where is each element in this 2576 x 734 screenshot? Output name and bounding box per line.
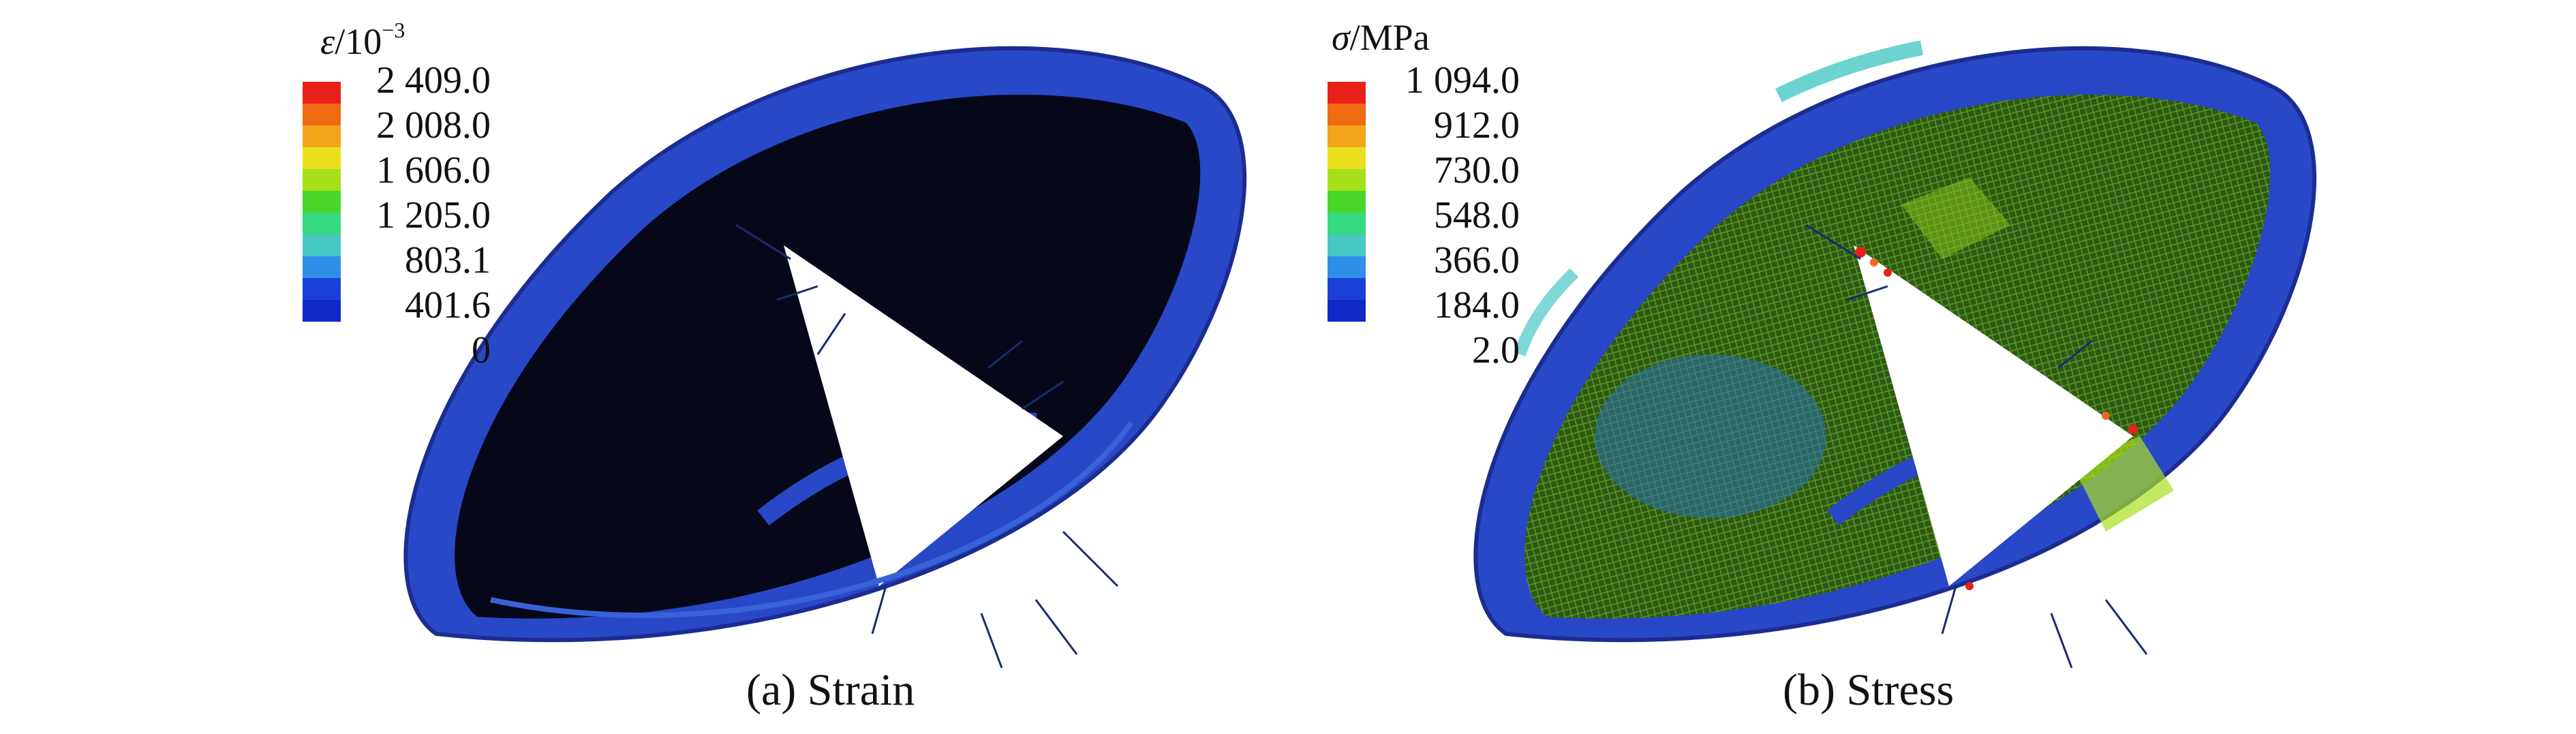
legend-label: 2.0: [1472, 329, 1520, 371]
legend-swatch: [303, 278, 341, 300]
legend-label: 803.1: [405, 239, 491, 281]
legend-swatch: [1328, 234, 1366, 256]
legend-swatch: [1328, 125, 1366, 147]
legend-swatch: [303, 169, 341, 191]
stress-panel: σ/MPa 1 094.0 912.0 730.0 548.0 366.0 18…: [1288, 0, 2576, 734]
panel-caption: (b) Stress: [1783, 665, 1954, 715]
legend-colorbar: [1328, 82, 1366, 322]
legend-title: ε/10−3: [320, 19, 405, 60]
legend-swatch: [1328, 104, 1366, 125]
legend-swatch: [1328, 278, 1366, 300]
legend-swatch: [1328, 256, 1366, 278]
legend-label: 912.0: [1434, 104, 1520, 147]
legend-label: 1 606.0: [376, 149, 491, 192]
legend-swatch: [303, 104, 341, 125]
legend-label: 401.6: [405, 284, 491, 326]
legend-labels: 1 094.0 912.0 730.0 548.0 366.0 184.0 2.…: [1343, 58, 1520, 373]
legend-label: 1 205.0: [376, 194, 491, 236]
legend-label: 730.0: [1434, 149, 1520, 192]
strain-fem-model: [403, 46, 1247, 669]
legend-label: 0: [472, 329, 491, 371]
strain-panel: ε/10−3 2 409.0 2 008.0 1 606.0 1 205.0 8…: [303, 19, 1247, 715]
legend-swatch: [303, 82, 341, 104]
legend-swatch: [303, 234, 341, 256]
legend-swatch: [1328, 213, 1366, 234]
legend-swatch: [303, 147, 341, 169]
legend-label: 2 008.0: [376, 104, 491, 147]
legend-swatch: [303, 213, 341, 234]
legend-symbol: ε: [320, 21, 335, 62]
legend-swatch: [1328, 191, 1366, 213]
legend-unit: /MPa: [1349, 17, 1430, 58]
legend-symbol: σ: [1332, 17, 1350, 58]
legend-swatch: [303, 191, 341, 213]
legend-label: 1 094.0: [1405, 59, 1520, 102]
legend-colorbar: [303, 82, 341, 322]
legend-title: σ/MPa: [1332, 19, 1430, 56]
legend-swatch: [1328, 82, 1366, 104]
legend-labels: 2 409.0 2 008.0 1 606.0 1 205.0 803.1 40…: [313, 58, 491, 373]
legend-unit: /10: [335, 21, 382, 62]
legend-swatch: [303, 256, 341, 278]
panel-caption: (a) Strain: [746, 665, 915, 715]
legend-swatch: [1328, 300, 1366, 322]
legend-swatch: [1328, 169, 1366, 191]
legend-label: 366.0: [1434, 239, 1520, 281]
legend-swatch: [303, 300, 341, 322]
legend-label: 548.0: [1434, 194, 1520, 236]
legend-exponent: −3: [382, 18, 405, 42]
legend-swatch: [1328, 147, 1366, 169]
legend-swatch: [303, 125, 341, 147]
legend-label: 2 409.0: [376, 59, 491, 102]
legend-label: 184.0: [1434, 284, 1520, 326]
stress-fem-model: [1473, 40, 2317, 669]
